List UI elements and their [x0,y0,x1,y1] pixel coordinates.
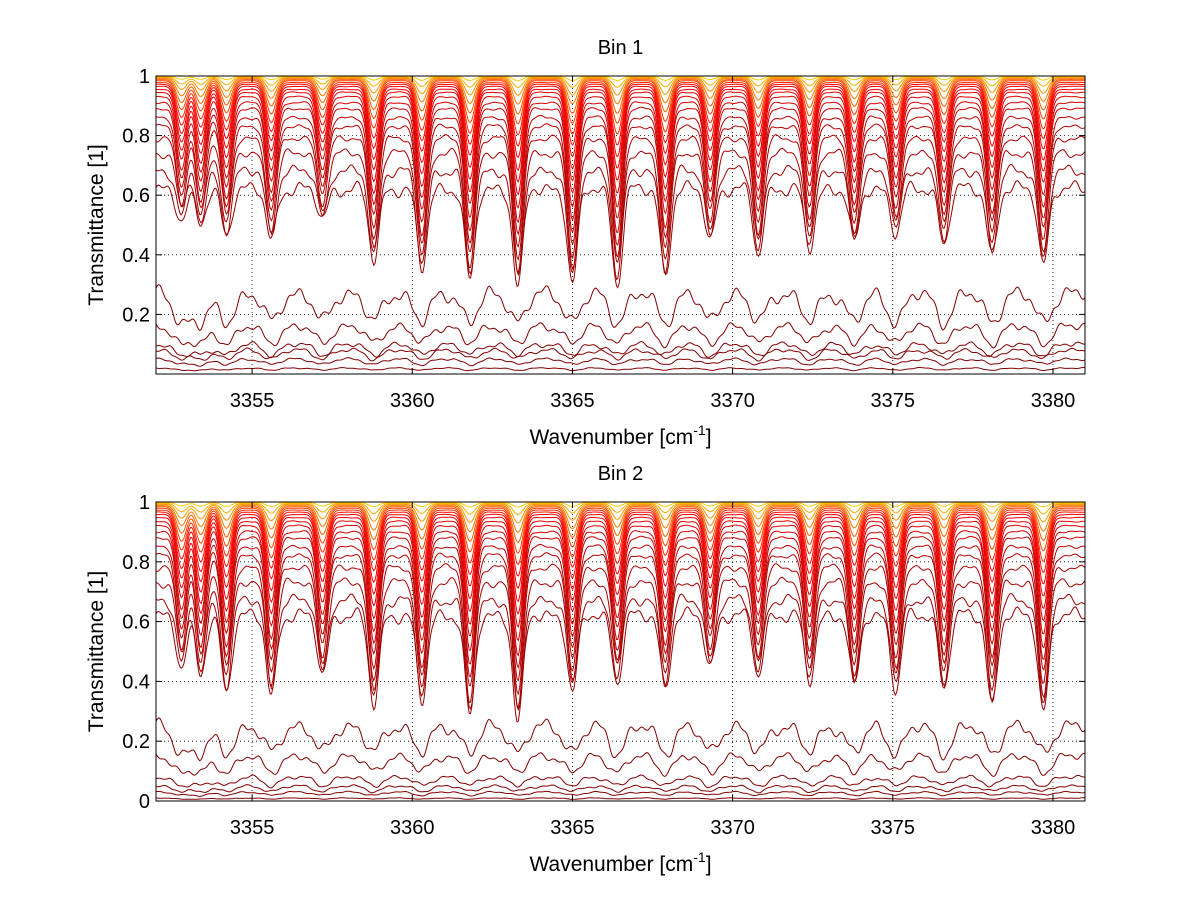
series-line [156,502,1085,508]
series-line [156,101,1085,209]
series-line [156,784,1085,794]
series-line [156,91,1085,183]
x-tick-label: 3365 [550,817,595,839]
axes-frame [155,501,1086,802]
series-line [156,530,1085,642]
series-line [156,790,1085,797]
y-axis-label: Transmittance [1] [85,144,108,305]
series-line [156,552,1085,682]
series-line [156,106,1085,224]
x-tick-label: 3375 [871,390,916,412]
series-line [156,576,1085,709]
y-tick-label: 0.8 [122,552,150,574]
series-line [156,77,1085,96]
series-line [156,180,1085,289]
y-tick-label: 1 [139,66,150,88]
series-line [156,123,1085,248]
x-tick-label: 3380 [1031,390,1076,412]
series-line [156,506,1085,544]
series-line [156,563,1085,696]
series-line [156,322,1085,349]
x-tick-label: 3380 [1031,817,1076,839]
series-line [156,503,1085,516]
x-tick-label: 3365 [550,390,595,412]
series-line [156,503,1085,524]
x-tick-label: 3355 [230,817,275,839]
series-line [156,535,1085,657]
series-line [156,76,1085,88]
y-tick-label: 0 [139,791,150,813]
series-line [156,516,1085,603]
y-axis-label: Transmittance [1] [85,571,108,732]
series-line [156,774,1085,789]
series-line [156,509,1085,566]
x-axis-label: Wavenumber [cm-1] [529,422,711,449]
x-axis-label: Wavenumber [cm-1] [529,849,711,876]
y-tick-label: 0.6 [122,612,150,634]
chart-panel-1: 3355 3360 3365 3370 3375 3380 0.2 0.4 0.6 0.8 1 Bin… [85,37,1086,449]
series-line [156,511,1085,577]
series-line [156,507,1085,554]
y-tick-label: 0.6 [122,185,150,207]
chart-title: Bin 2 [598,463,644,485]
x-tick-label: 3355 [230,390,275,412]
series-line [156,524,1085,629]
x-tick-label: 3370 [710,817,755,839]
chart-title: Bin 1 [598,37,644,59]
series-line [156,752,1085,778]
series-line [156,95,1085,196]
series-line [156,78,1085,115]
series-line [156,520,1085,616]
series-line [156,147,1085,274]
series-line [156,134,1085,261]
axes-frame [155,75,1086,375]
x-tick-label: 3375 [871,817,916,839]
series-line [156,85,1085,159]
series-line [156,163,1085,281]
series-line [156,505,1085,533]
series-line [156,357,1085,367]
series-line [156,606,1085,723]
y-tick-label: 0.4 [122,671,150,693]
x-tick-label: 3370 [710,390,755,412]
y-tick-label: 0.4 [122,245,150,267]
series-group [156,502,1085,800]
series-line [156,77,1085,105]
series-line [156,513,1085,590]
series-line [156,717,1085,762]
y-tick-label: 0.8 [122,126,150,148]
series-line [156,283,1085,332]
chart-panel-2: 3355 3360 3365 3370 3375 3380 0 0.2 0.4 0.6 0.8 1 Bi… [85,463,1086,876]
series-line [156,81,1085,136]
series-line [156,347,1085,362]
series-line [156,80,1085,125]
series-line [156,83,1085,147]
series-line [156,366,1085,372]
x-tick-label: 3360 [390,390,435,412]
series-line [156,115,1085,236]
y-tick-label: 0.2 [122,304,150,326]
y-tick-label: 0.2 [122,731,150,753]
series-line [156,88,1085,172]
series-group [156,76,1085,372]
series-line [156,592,1085,712]
series-line [156,797,1085,800]
series-line [156,543,1085,670]
series-line [156,341,1085,359]
x-tick-label: 3360 [390,817,435,839]
y-tick-label: 1 [139,492,150,514]
